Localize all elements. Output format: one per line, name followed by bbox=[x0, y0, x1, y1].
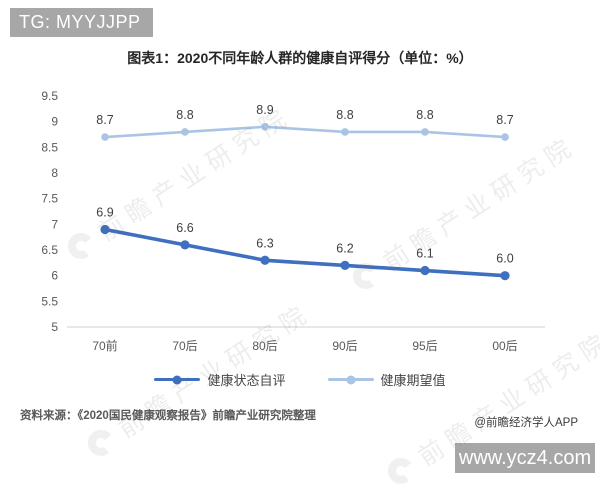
data-label: 6.0 bbox=[496, 252, 513, 266]
x-category-label: 90后 bbox=[332, 339, 357, 353]
chart-legend: 健康状态自评 健康期望值 bbox=[0, 370, 600, 389]
source-note: 资料来源：《2020国民健康观察报告》前瞻产业研究院整理 bbox=[20, 410, 316, 422]
x-category-label: 70后 bbox=[172, 339, 197, 353]
series-line-1 bbox=[103, 125, 507, 139]
x-category-label: 00后 bbox=[492, 339, 517, 353]
legend-item-expected: 健康期望值 bbox=[327, 370, 446, 389]
data-point bbox=[341, 128, 349, 136]
data-label: 8.7 bbox=[496, 113, 513, 127]
legend-dot-light bbox=[346, 375, 355, 384]
y-tick-label: 8.5 bbox=[41, 140, 58, 154]
data-label: 8.8 bbox=[176, 108, 193, 122]
chart-title: 图表1：2020不同年龄人群的健康自评得分（单位：%） bbox=[127, 50, 473, 66]
site-badge: www.ycz4.com bbox=[455, 443, 595, 473]
data-point bbox=[340, 260, 350, 270]
series-line-0 bbox=[103, 227, 507, 278]
x-category-label: 70前 bbox=[92, 338, 117, 353]
data-label: 6.2 bbox=[336, 241, 353, 255]
data-label: 6.9 bbox=[96, 205, 113, 219]
y-tick-label: 9 bbox=[51, 115, 58, 129]
y-tick-label: 5.5 bbox=[41, 294, 58, 308]
legend-dot-dark bbox=[172, 375, 182, 384]
watermark-logo-icon bbox=[86, 428, 116, 458]
data-point bbox=[261, 123, 269, 131]
data-point bbox=[180, 240, 190, 250]
data-point bbox=[101, 133, 109, 141]
data-point bbox=[420, 265, 430, 276]
data-label: 8.9 bbox=[256, 103, 273, 117]
y-tick-label: 6 bbox=[51, 269, 58, 283]
data-point bbox=[100, 224, 110, 235]
data-point bbox=[260, 255, 270, 265]
x-category-label: 80后 bbox=[252, 339, 277, 353]
data-label: 6.3 bbox=[256, 236, 273, 250]
watermark-logo-icon bbox=[386, 456, 416, 486]
data-label: 6.1 bbox=[416, 247, 433, 261]
data-point bbox=[500, 271, 510, 281]
legend-label: 健康期望值 bbox=[380, 373, 446, 388]
legend-label: 健康状态自评 bbox=[207, 373, 286, 388]
legend-line-sample-light bbox=[327, 375, 374, 384]
data-point bbox=[421, 128, 429, 136]
y-tick-label: 6.5 bbox=[41, 243, 58, 257]
chart-svg: 5 5.5 6 6.5 7 7.5 8 8.5 9 9.5 70前 70后 80后 90后 95后 00后 8.… bbox=[41, 89, 545, 353]
data-label: 8.8 bbox=[336, 108, 353, 122]
y-tick-label: 5 bbox=[51, 320, 58, 334]
y-tick-label: 9.5 bbox=[41, 89, 58, 103]
data-point bbox=[181, 128, 189, 136]
x-category-label: 95后 bbox=[412, 339, 437, 353]
tg-badge: TG: MYYJJPP bbox=[10, 8, 153, 37]
y-tick-label: 7 bbox=[51, 217, 58, 231]
data-label: 8.8 bbox=[416, 108, 433, 122]
legend-line-sample-dark bbox=[154, 375, 201, 384]
data-label: 6.6 bbox=[176, 221, 193, 235]
legend-item-self-rated: 健康状态自评 bbox=[154, 370, 286, 389]
y-tick-label: 7.5 bbox=[41, 192, 58, 206]
y-tick-label: 8 bbox=[51, 166, 58, 180]
data-label: 8.7 bbox=[96, 113, 113, 127]
credit-note: @前瞻经济学人APP bbox=[474, 417, 578, 429]
data-point bbox=[501, 133, 509, 141]
